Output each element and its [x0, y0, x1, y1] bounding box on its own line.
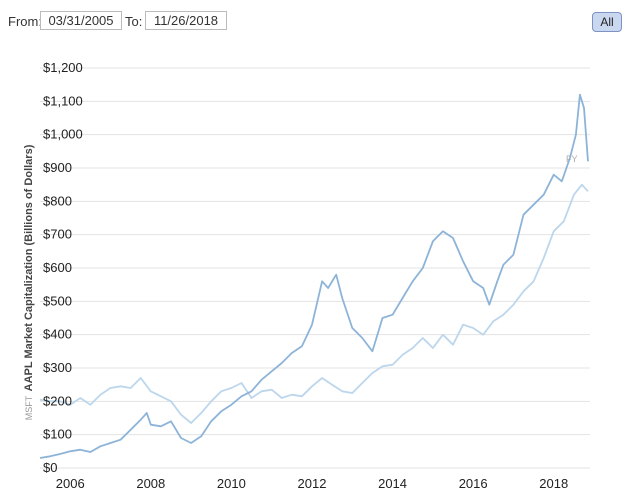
y-axis-ticks: $0 $100 $200 $300 $400 $500 $600 $700 $800 $900 $1…	[43, 60, 83, 475]
x-tick-label: 2012	[298, 476, 327, 491]
y-tick-label: $400	[43, 327, 72, 342]
y-tick-label: $1,000	[43, 127, 83, 142]
y-tick-label: $1,100	[43, 93, 83, 108]
y-tick-label: $200	[43, 393, 72, 408]
range-selector: From: To: All	[0, 0, 640, 40]
from-date-input[interactable]	[40, 11, 122, 30]
to-date-input[interactable]	[145, 11, 227, 30]
x-tick-label: 2018	[539, 476, 568, 491]
y-axis-label: AAPL Market Capitalization (Billions of …	[23, 144, 35, 391]
grid	[40, 67, 590, 469]
to-label: To:	[125, 14, 143, 29]
x-tick-label: 2014	[378, 476, 407, 491]
y-tick-label: $700	[43, 227, 72, 242]
y-tick-label: $300	[43, 360, 72, 375]
y-tick-label: $500	[43, 293, 72, 308]
y-tick-label: $100	[43, 427, 72, 442]
x-tick-label: 2010	[217, 476, 246, 491]
y-tick-label: $800	[43, 193, 72, 208]
secondary-y-axis-label: MSFT	[24, 395, 34, 420]
x-tick-label: 2008	[136, 476, 165, 491]
x-axis-ticks: 2006 2008 2010 2012 2014 2016 2018	[56, 476, 568, 491]
y-tick-label: $0	[43, 460, 57, 475]
msft-series-line	[39, 183, 589, 424]
x-tick-label: 2006	[56, 476, 85, 491]
aapl-series-line	[39, 93, 589, 459]
x-tick-label: 2016	[459, 476, 488, 491]
from-label: From:	[8, 14, 42, 29]
y-tick-label: $600	[43, 260, 72, 275]
watermark-text: FY	[566, 154, 578, 164]
all-range-button[interactable]: All	[592, 12, 622, 32]
y-tick-label: $900	[43, 160, 72, 175]
series-lines	[39, 93, 589, 459]
y-tick-label: $1,200	[43, 60, 83, 75]
